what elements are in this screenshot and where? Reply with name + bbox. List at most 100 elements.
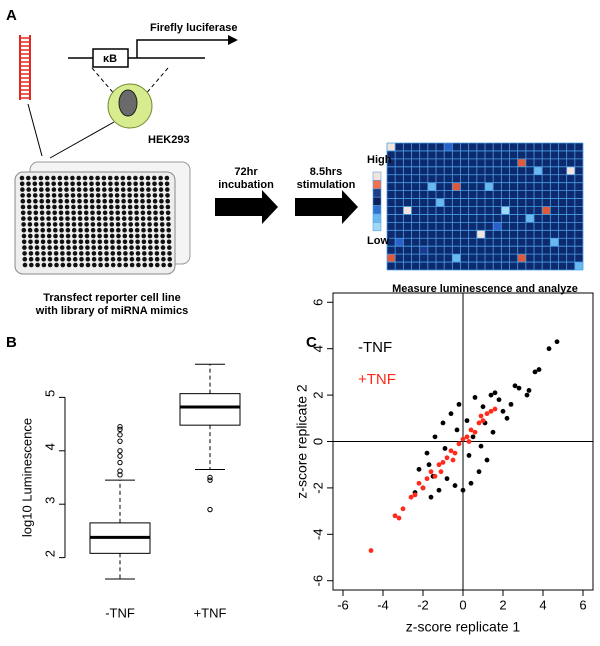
well	[135, 245, 141, 250]
well	[77, 198, 82, 204]
well	[40, 227, 45, 233]
well	[127, 187, 132, 192]
well	[85, 251, 90, 256]
box	[179, 393, 241, 426]
well	[165, 187, 170, 192]
well	[97, 233, 102, 239]
well	[104, 251, 109, 256]
well	[27, 204, 32, 210]
well	[65, 227, 71, 233]
well	[65, 222, 70, 227]
well	[165, 193, 170, 198]
point	[442, 446, 448, 451]
point	[508, 401, 514, 407]
well	[90, 210, 95, 216]
well	[120, 181, 126, 187]
well	[133, 198, 139, 204]
heatmap-cell	[436, 198, 445, 207]
well	[122, 222, 127, 227]
nucleus	[118, 89, 138, 117]
heatmap-cell	[452, 254, 461, 263]
well	[91, 239, 96, 245]
well	[91, 245, 96, 250]
well	[116, 251, 122, 256]
well	[123, 256, 128, 262]
point	[478, 443, 484, 449]
point	[416, 466, 422, 472]
legend-label: -TNF	[358, 339, 392, 356]
well	[107, 175, 113, 181]
well	[110, 251, 116, 256]
heatmap-cell	[525, 214, 534, 223]
well	[39, 198, 44, 204]
well	[140, 210, 146, 216]
well	[140, 198, 145, 204]
well	[45, 193, 51, 198]
x-tick-label: 4	[539, 597, 546, 612]
well	[121, 204, 127, 210]
well	[128, 222, 133, 227]
well	[159, 198, 164, 204]
well	[140, 204, 145, 210]
well	[72, 251, 78, 256]
x-tick-label: 0	[459, 597, 466, 612]
well	[120, 175, 126, 181]
well	[28, 233, 33, 239]
well	[153, 204, 158, 210]
well	[109, 227, 115, 233]
well	[114, 193, 120, 198]
well	[102, 204, 108, 210]
well	[41, 245, 46, 250]
y-tick-label: 2	[42, 550, 57, 557]
well	[167, 256, 172, 262]
well	[166, 233, 172, 239]
point	[496, 397, 502, 403]
outlier	[117, 432, 123, 438]
well	[102, 198, 107, 204]
well	[78, 239, 84, 245]
outlier	[207, 506, 213, 513]
well	[152, 175, 157, 181]
well	[102, 193, 107, 198]
well	[153, 222, 159, 227]
well	[109, 210, 114, 216]
well	[160, 233, 165, 239]
point	[432, 473, 438, 479]
well	[126, 175, 132, 181]
step-label: 8.5hrs	[310, 166, 342, 178]
point	[400, 506, 406, 512]
well	[51, 175, 56, 181]
well	[54, 256, 59, 262]
well	[29, 262, 34, 268]
well	[167, 262, 173, 268]
well	[154, 239, 159, 245]
y-tick-label: -2	[310, 482, 325, 494]
well	[19, 175, 25, 181]
y-tick-label: 3	[42, 497, 57, 504]
point	[408, 494, 414, 500]
well	[33, 210, 39, 216]
well	[159, 216, 165, 221]
colorbar-cell	[372, 222, 382, 232]
point	[452, 483, 458, 488]
well	[57, 181, 63, 187]
well	[115, 222, 121, 227]
well	[109, 222, 115, 227]
panel-label: A	[6, 7, 17, 24]
legend-label: +TNF	[358, 371, 396, 388]
y-tick-label: 2	[310, 391, 325, 398]
well	[128, 233, 134, 239]
step-label: 72hr	[234, 166, 258, 178]
heatmap-cell	[476, 230, 485, 239]
heatmap-cell	[427, 182, 436, 191]
well	[92, 262, 97, 268]
well	[44, 175, 50, 181]
point	[450, 457, 456, 463]
well	[85, 245, 90, 250]
well	[116, 239, 121, 245]
well	[90, 227, 96, 233]
well	[104, 245, 109, 250]
point	[526, 388, 532, 393]
well	[64, 193, 69, 198]
